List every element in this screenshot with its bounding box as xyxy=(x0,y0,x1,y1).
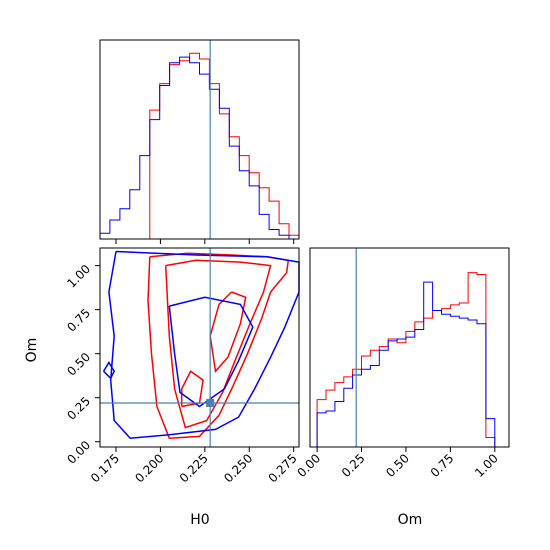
om-marginal-panel: 0.00 0.25 0.50 0.75 1.00 Om xyxy=(294,247,510,528)
joint-ytick-label: 1.00 xyxy=(64,262,93,291)
om-marginal-xtick-label: 0.50 xyxy=(383,451,412,480)
om-marginal-xtick-label: 0.00 xyxy=(294,451,323,480)
joint-xtick-label: 0.250 xyxy=(221,451,255,485)
h0-axis-label: H0 xyxy=(190,512,209,528)
joint-ytick-label: 0.50 xyxy=(64,350,93,379)
om-marginal-xtick-label: 1.00 xyxy=(472,451,501,480)
joint-xtick-label: 0.200 xyxy=(132,451,166,485)
om-hist-red xyxy=(316,272,496,447)
om-hist-blue xyxy=(316,281,496,447)
joint-xtick-label: 0.275 xyxy=(266,451,300,485)
contour-blue-2 xyxy=(102,361,116,380)
om-marginal-xtick-label: 0.75 xyxy=(428,451,457,480)
joint-xtick-label: 0.175 xyxy=(88,451,122,485)
om-axis-label: Om xyxy=(24,338,40,363)
h0-marginal-frame xyxy=(99,39,300,240)
contour-red-0 xyxy=(147,252,290,439)
om-x-axis-label: Om xyxy=(398,512,423,528)
h0-hist-red xyxy=(100,52,300,240)
contour-red-1 xyxy=(164,259,272,429)
contour-red-2 xyxy=(209,291,247,374)
contour-blue-1 xyxy=(168,296,254,408)
joint-xtick-label: 0.225 xyxy=(177,451,211,485)
h0-marginal-panel xyxy=(99,39,300,244)
joint-ytick-label: 0.25 xyxy=(64,394,93,423)
joint-ytick-label: 0.00 xyxy=(64,438,93,467)
joint-contour-panel: 0.175 0.200 0.225 0.250 0.275 0.00 0.25 0.50 0.7… xyxy=(24,247,300,528)
joint-truth-marker xyxy=(206,398,215,407)
joint-frame xyxy=(99,247,300,448)
h0-hist-blue xyxy=(99,56,299,240)
om-marginal-frame xyxy=(309,247,510,448)
contour-blue-0 xyxy=(108,250,300,439)
joint-ytick-label: 0.75 xyxy=(64,306,93,335)
om-marginal-xtick-label: 0.25 xyxy=(339,451,368,480)
